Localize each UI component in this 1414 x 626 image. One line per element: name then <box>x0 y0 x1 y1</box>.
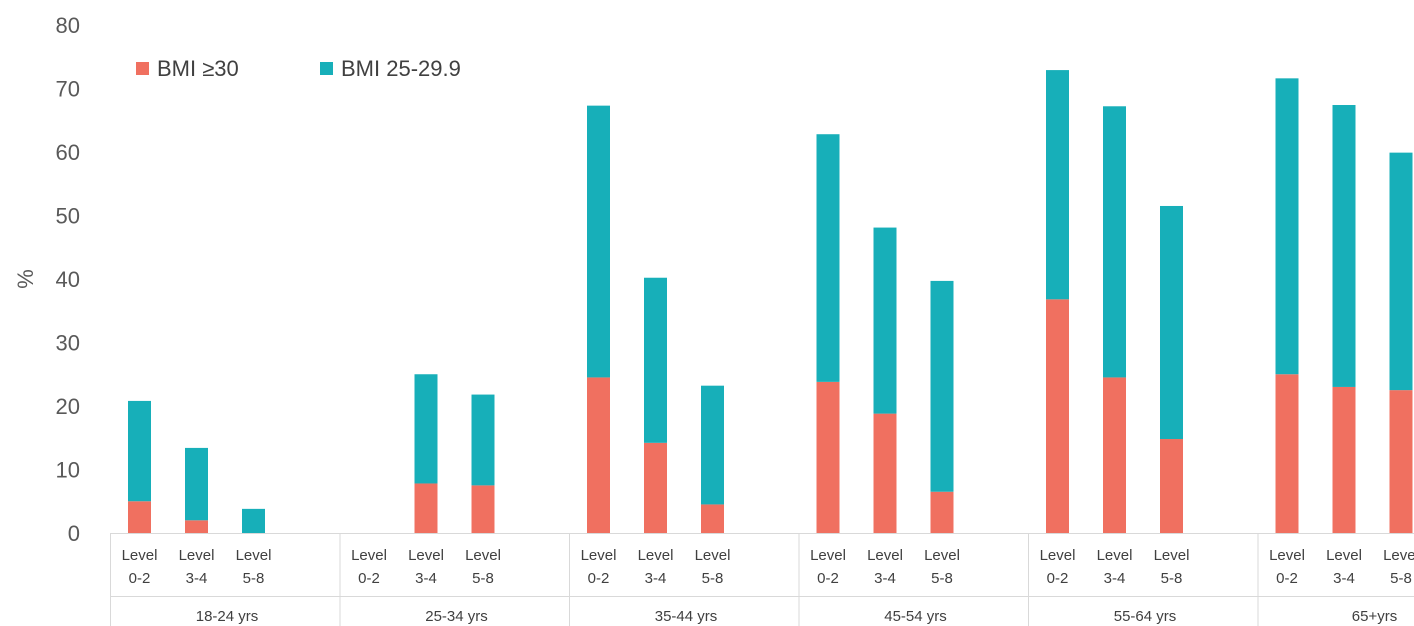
legend-label: BMI 25-29.9 <box>341 56 461 81</box>
x-tick-label: 5-8 <box>243 570 265 587</box>
y-tick-label: 70 <box>56 77 80 102</box>
bar-bmi-25-29 <box>1046 70 1069 300</box>
legend-label: BMI ≥30 <box>157 56 239 81</box>
bar-bmi-25-29 <box>128 400 151 502</box>
bar-bmi-25-29 <box>1389 152 1413 391</box>
x-tick-label: Level <box>924 547 960 564</box>
bar-bmi-30-plus <box>1389 390 1413 533</box>
x-tick-label: 0-2 <box>358 570 380 587</box>
x-tick-label: Level <box>810 547 846 564</box>
legend-swatch <box>136 62 149 75</box>
bar-bmi-25-29 <box>816 134 840 382</box>
x-tick-label: 3-4 <box>645 570 667 587</box>
x-tick-label: 0-2 <box>588 570 610 587</box>
x-tick-label: Level <box>1326 547 1362 564</box>
bar-bmi-25-29 <box>1103 106 1126 378</box>
x-group-label: 55-64 yrs <box>1114 608 1177 625</box>
x-tick-label: 5-8 <box>702 570 724 587</box>
bar-bmi-30-plus <box>414 483 438 533</box>
x-tick-label: 5-8 <box>1161 570 1183 587</box>
x-group-label: 35-44 yrs <box>655 608 718 625</box>
x-group-label: 18-24 yrs <box>196 608 259 625</box>
x-tick-label: Level <box>236 547 272 564</box>
x-tick-label: Level <box>1040 547 1076 564</box>
bar-bmi-25-29 <box>644 277 667 443</box>
bar-bmi-25-29 <box>185 447 208 521</box>
y-tick-label: 30 <box>56 331 80 356</box>
x-tick-label: 3-4 <box>1104 570 1126 587</box>
x-tick-label: Level <box>867 547 903 564</box>
bar-bmi-30-plus <box>128 501 151 533</box>
bar-bmi-30-plus <box>1046 299 1069 533</box>
x-tick-label: 3-4 <box>874 570 896 587</box>
x-tick-label: 5-8 <box>472 570 494 587</box>
x-tick-label: Level <box>1383 547 1414 564</box>
x-tick-label: 5-8 <box>1390 570 1412 587</box>
y-tick-label: 40 <box>56 267 80 292</box>
x-tick-label: Level <box>581 547 617 564</box>
y-axis-label: % <box>13 269 38 289</box>
bar-bmi-30-plus <box>930 491 954 533</box>
bar-bmi-30-plus <box>185 520 208 533</box>
bar-bmi-30-plus <box>644 442 667 533</box>
y-tick-label: 80 <box>56 13 80 38</box>
x-tick-label: 0-2 <box>1276 570 1298 587</box>
bar-bmi-25-29 <box>1332 105 1356 387</box>
x-axis: Level 0-2 Level 3-4 Level 5-8 18-24 yrs Level 0-… <box>110 533 1414 626</box>
bar-bmi-30-plus <box>471 485 495 533</box>
bar-bmi-25-29 <box>873 227 897 414</box>
y-tick-label: 50 <box>56 204 80 229</box>
x-tick-label: 3-4 <box>415 570 437 587</box>
x-tick-label: Level <box>408 547 444 564</box>
x-tick-label: Level <box>179 547 215 564</box>
x-tick-label: Level <box>695 547 731 564</box>
y-axis: 0 10 20 30 40 50 60 70 80 <box>56 13 80 546</box>
bar-bmi-30-plus <box>1103 377 1126 533</box>
bar-bmi-25-29 <box>1275 78 1299 375</box>
x-tick-label: Level <box>351 547 387 564</box>
legend: BMI ≥30 BMI 25-29.9 <box>136 56 461 81</box>
bar-bmi-30-plus <box>701 504 724 533</box>
x-tick-label: Level <box>1097 547 1133 564</box>
bar-bmi-25-29 <box>1160 205 1183 440</box>
x-tick-label: 3-4 <box>1333 570 1355 587</box>
bar-bmi-25-29 <box>930 280 954 492</box>
bar-bmi-25-29 <box>471 394 495 486</box>
x-group-label: 65+yrs <box>1352 608 1397 625</box>
y-tick-label: 20 <box>56 394 80 419</box>
x-tick-label: 0-2 <box>817 570 839 587</box>
x-tick-label: 0-2 <box>1047 570 1069 587</box>
bar-bmi-30-plus <box>1160 439 1183 533</box>
bar-bmi-30-plus <box>1332 386 1356 533</box>
x-tick-label: 0-2 <box>129 570 151 587</box>
bar-bmi-25-29 <box>414 374 438 484</box>
bar-bmi-30-plus <box>816 381 840 533</box>
x-tick-label: Level <box>1154 547 1190 564</box>
x-group-label: 25-34 yrs <box>425 608 488 625</box>
x-tick-label: Level <box>465 547 501 564</box>
x-tick-label: 5-8 <box>931 570 953 587</box>
y-tick-label: 0 <box>68 521 80 546</box>
y-tick-label: 10 <box>56 458 80 483</box>
y-tick-label: 60 <box>56 140 80 165</box>
x-group-label: 45-54 yrs <box>884 608 947 625</box>
x-tick-label: Level <box>638 547 674 564</box>
bar-bmi-25-29 <box>242 508 265 533</box>
x-tick-label: Level <box>122 547 158 564</box>
legend-swatch <box>320 62 333 75</box>
bar-bmi-25-29 <box>587 105 610 378</box>
x-tick-label: 3-4 <box>186 570 208 587</box>
bar-bmi-30-plus <box>1275 374 1299 533</box>
bar-bmi-30-plus <box>587 377 610 533</box>
bar-bmi-30-plus <box>873 413 897 533</box>
bar-bmi-25-29 <box>701 385 724 505</box>
bars <box>128 70 1413 533</box>
x-tick-label: Level <box>1269 547 1305 564</box>
